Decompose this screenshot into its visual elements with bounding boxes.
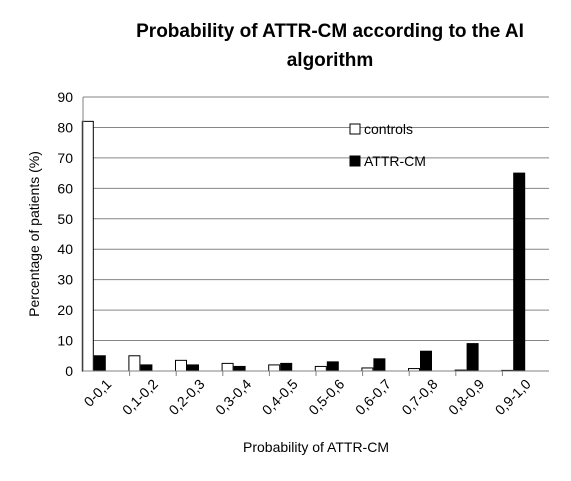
bar-attr-cm	[373, 358, 386, 372]
bar-controls	[175, 359, 187, 372]
x-tick-label: 0-0,1	[81, 376, 115, 410]
bar-controls	[81, 120, 94, 372]
y-tick-label: 50	[57, 211, 73, 227]
bar-attr-cm	[187, 364, 199, 372]
bar-attr-cm	[513, 172, 526, 372]
bar-attr-cm	[93, 355, 106, 372]
x-tick-label: 0,6-0,7	[352, 376, 394, 418]
x-axis-ticks: 0-0,1 0,1-0,2 0,2-0,3 0,3-0,4 0,4-0,5 0,5-0,6…	[81, 371, 534, 418]
y-tick-label: 80	[57, 119, 73, 135]
y-tick-label: 70	[57, 150, 73, 166]
y-tick-label: 60	[57, 180, 73, 196]
x-tick-label: 0,1-0,2	[119, 376, 161, 418]
chart-title-line-1: Probability of ATTR-CM according to the …	[136, 21, 524, 42]
y-tick-label: 20	[57, 302, 73, 318]
legend-swatch-controls	[349, 123, 361, 135]
x-tick-label: 0,3-0,4	[212, 376, 254, 418]
x-tick-label: 0,8-0,9	[445, 376, 487, 418]
y-tick-label: 30	[57, 272, 73, 288]
bar-attr-cm	[233, 365, 246, 372]
bar-attr-cm	[326, 361, 339, 372]
bar-controls	[268, 364, 281, 372]
bars	[81, 120, 526, 372]
bar-attr-cm	[420, 350, 432, 372]
x-tick-label: 0,5-0,6	[305, 376, 347, 418]
bar-attr-cm	[280, 362, 293, 372]
legend: controls ATTR-CM	[349, 121, 426, 169]
x-axis-label: Probability of ATTR-CM	[243, 439, 389, 455]
y-axis-ticks: 0 10 20 30 40 50 60 70 80 90	[57, 89, 73, 379]
x-tick-label: 0,2-0,3	[165, 376, 207, 418]
legend-label-controls: controls	[364, 121, 413, 137]
x-tick-label: 0,7-0,8	[398, 376, 440, 418]
legend-label-attr-cm: ATTR-CM	[364, 153, 426, 169]
bar-attr-cm	[140, 364, 153, 372]
chart-title-line-2: algorithm	[287, 50, 374, 71]
x-tick-label: 0,9-1,0	[492, 376, 534, 418]
y-tick-label: 40	[57, 241, 73, 257]
bar-controls	[221, 362, 234, 372]
y-tick-label: 10	[57, 333, 73, 349]
gridlines	[83, 96, 549, 342]
y-axis-label: Percentage of patients (%)	[26, 151, 42, 317]
x-tick-label: 0,4-0,5	[259, 376, 301, 418]
legend-swatch-attr-cm	[349, 155, 361, 167]
bar-attr-cm	[466, 343, 479, 372]
bar-controls	[128, 355, 141, 372]
y-tick-label: 0	[65, 363, 73, 379]
y-tick-label: 90	[57, 89, 73, 105]
bar-controls	[314, 365, 327, 372]
